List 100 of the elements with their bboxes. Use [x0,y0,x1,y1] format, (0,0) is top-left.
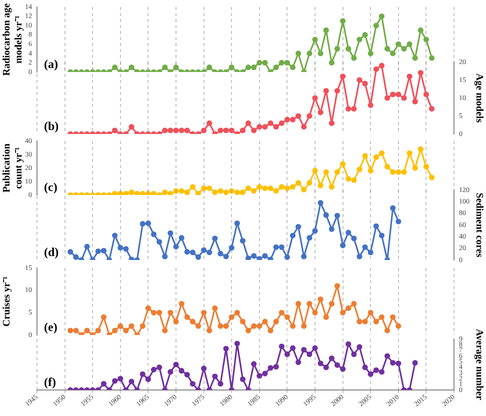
point [201,247,207,253]
point [390,205,396,211]
point [100,314,107,320]
point [173,244,179,250]
point [145,220,151,226]
point [95,248,101,254]
point [112,232,118,238]
point [346,230,352,236]
point [362,318,368,324]
point [95,328,101,334]
point [328,300,334,307]
point [323,314,329,320]
point [145,305,151,311]
point [373,318,379,324]
point [362,244,368,250]
point [251,253,257,259]
point [84,328,90,334]
point [123,246,129,252]
point [128,323,134,329]
y-axis-title: Cruises yr⁻¹ [2,276,13,327]
point [378,314,385,320]
y2-axis-title: Average number [473,328,484,401]
point [206,328,212,334]
point [140,221,146,227]
point [312,228,318,234]
point [162,254,168,260]
point [262,318,268,324]
point [73,328,79,334]
point [206,250,212,256]
point [178,235,184,241]
point [290,323,296,329]
point [340,310,346,316]
point [168,230,174,236]
point [240,318,246,324]
point [156,310,162,316]
point [195,254,202,260]
point [296,300,302,307]
point [162,328,168,334]
point [318,200,324,206]
point [268,328,274,334]
point [334,212,340,218]
point [173,318,179,324]
point [301,323,307,329]
point [334,283,340,289]
point [150,232,157,238]
point [195,323,202,329]
point [378,232,385,238]
point [296,224,302,230]
point [201,310,207,316]
point [123,328,129,334]
point [245,255,252,260]
point [284,314,290,320]
point [251,323,257,329]
point [306,235,312,241]
point [234,220,240,226]
point [100,248,107,254]
point [306,300,312,307]
point [284,254,290,260]
point [278,244,284,250]
point [156,239,162,245]
point [223,254,229,260]
annotation: (c) [44,180,58,194]
y2-axis-title: Sediment cores [473,192,484,258]
point [384,328,390,334]
point [328,226,334,232]
annotation: (e) [44,320,58,334]
point [190,318,196,324]
point [234,310,240,316]
point [245,328,252,334]
y-axis-title: Publication count yr⁻¹ [2,143,25,192]
point [323,212,329,218]
point [396,323,402,329]
point [373,223,379,229]
point [118,323,124,329]
point [218,323,224,329]
y2-axis-title: Age models [473,73,484,123]
point [318,296,324,302]
point [228,314,234,320]
point [396,218,402,224]
point [351,300,357,307]
point [228,244,234,251]
point [212,236,218,242]
point [184,249,190,255]
point [346,305,352,311]
annotation: (f) [44,375,56,390]
point [368,250,374,256]
point [368,310,374,316]
point [190,250,196,256]
point [118,244,124,251]
point [184,314,190,320]
annotation: (b) [44,119,59,134]
y-axis-title: Radiocarbon age models yr⁻¹ [2,2,25,76]
point [223,323,229,329]
point [356,318,362,324]
point [390,314,396,320]
point [218,250,224,256]
point [351,236,357,242]
point [273,244,279,250]
point [112,328,118,334]
point [256,323,262,329]
